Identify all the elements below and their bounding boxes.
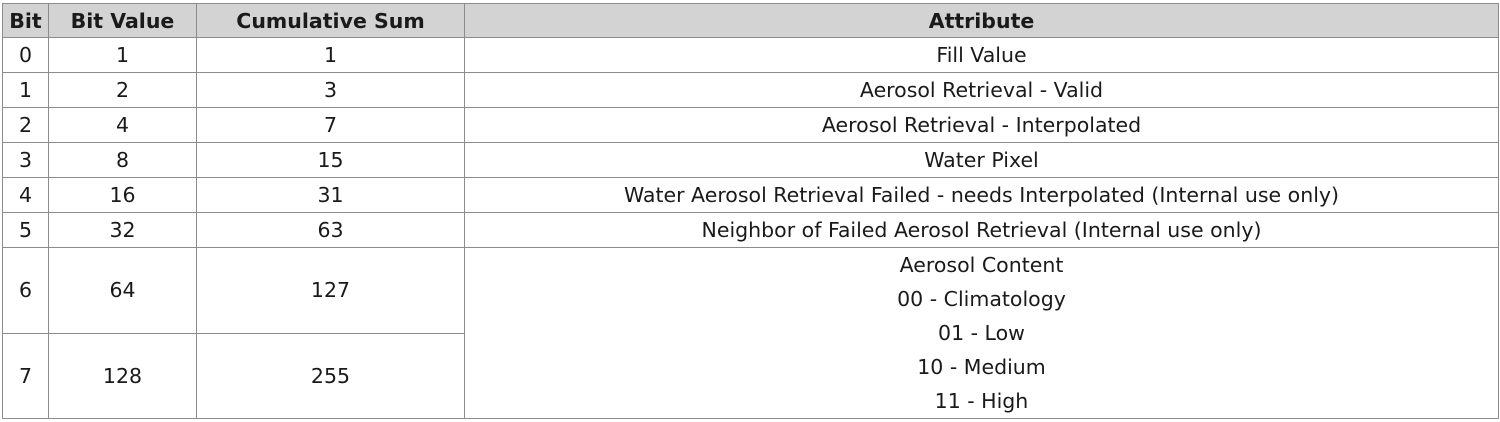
cell-attribute-aerosol-content: Aerosol Content 00 - Climatology 01 - Lo… xyxy=(464,247,1499,419)
cell-bit-value: 8 xyxy=(48,142,197,178)
attribute-line-high: 11 - High xyxy=(934,389,1029,413)
cell-bit-value: 128 xyxy=(48,332,197,419)
cell-bit: 1 xyxy=(2,72,49,108)
cell-bit: 7 xyxy=(2,332,49,419)
table-row: 3 8 15 Water Pixel xyxy=(2,142,1499,178)
cell-cumulative-sum: 15 xyxy=(196,142,465,178)
cell-bit-value: 1 xyxy=(48,37,197,73)
cell-cumulative-sum: 31 xyxy=(196,177,465,213)
table-row: 4 16 31 Water Aerosol Retrieval Failed -… xyxy=(2,177,1499,213)
attribute-line-heading: Aerosol Content xyxy=(899,253,1064,277)
cell-attribute: Aerosol Retrieval - Interpolated xyxy=(464,107,1499,143)
cell-attribute: Water Aerosol Retrieval Failed - needs I… xyxy=(464,177,1499,213)
table-row: 7 128 255 xyxy=(2,332,1499,419)
cell-bit: 2 xyxy=(2,107,49,143)
table-header-row: Bit Bit Value Cumulative Sum Attribute xyxy=(2,3,1499,38)
attribute-line-climatology: 00 - Climatology xyxy=(897,287,1066,311)
cell-attribute: Water Pixel xyxy=(464,142,1499,178)
cell-cumulative-sum: 127 xyxy=(196,247,465,334)
cell-bit-value: 64 xyxy=(48,247,197,334)
cell-cumulative-sum: 255 xyxy=(196,332,465,419)
table-row: 6 64 127 Aerosol Content 00 - Climatolog… xyxy=(2,247,1499,419)
attribute-line-low: 01 - Low xyxy=(938,321,1025,345)
cell-cumulative-sum: 3 xyxy=(196,72,465,108)
cell-bit-value: 32 xyxy=(48,212,197,248)
bit-attribute-table: Bit Bit Value Cumulative Sum Attribute 0… xyxy=(2,3,1499,419)
cell-cumulative-sum: 1 xyxy=(196,37,465,73)
cell-cumulative-sum: 63 xyxy=(196,212,465,248)
cell-bit-value: 4 xyxy=(48,107,197,143)
table-row: 0 1 1 Fill Value xyxy=(2,37,1499,73)
cell-bit: 0 xyxy=(2,37,49,73)
cell-bit: 3 xyxy=(2,142,49,178)
cell-attribute: Aerosol Retrieval - Valid xyxy=(464,72,1499,108)
cell-bit-value: 16 xyxy=(48,177,197,213)
header-bit-value: Bit Value xyxy=(48,3,197,38)
cell-bit-value: 2 xyxy=(48,72,197,108)
header-attribute: Attribute xyxy=(464,3,1499,38)
header-bit: Bit xyxy=(2,3,49,38)
cell-bit: 4 xyxy=(2,177,49,213)
cell-bit: 5 xyxy=(2,212,49,248)
attribute-line-medium: 10 - Medium xyxy=(917,355,1046,379)
cell-attribute: Fill Value xyxy=(464,37,1499,73)
cell-bit: 6 xyxy=(2,247,49,334)
table-row: 2 4 7 Aerosol Retrieval - Interpolated xyxy=(2,107,1499,143)
cell-attribute: Neighbor of Failed Aerosol Retrieval (In… xyxy=(464,212,1499,248)
table-row: 5 32 63 Neighbor of Failed Aerosol Retri… xyxy=(2,212,1499,248)
header-cumulative-sum: Cumulative Sum xyxy=(196,3,465,38)
table-row: 1 2 3 Aerosol Retrieval - Valid xyxy=(2,72,1499,108)
cell-cumulative-sum: 7 xyxy=(196,107,465,143)
